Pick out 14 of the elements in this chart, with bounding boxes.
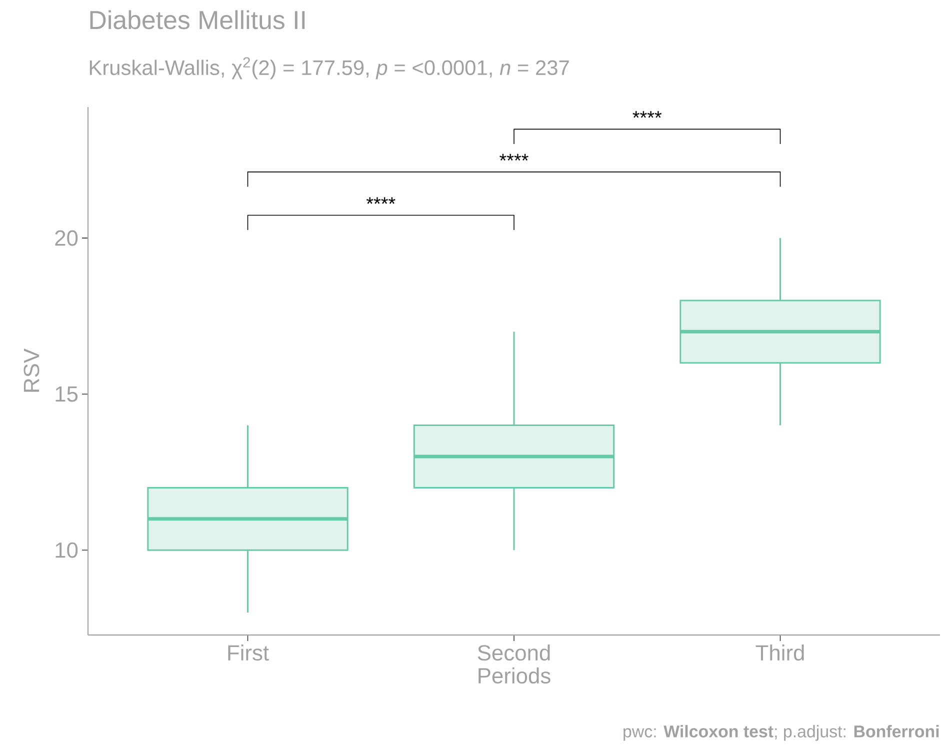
annotation: **** bbox=[500, 154, 528, 161]
x-axis-title: Periods bbox=[478, 667, 550, 684]
chart-title: Diabetes Mellitus II bbox=[90, 10, 305, 30]
y-tick-label: 20 bbox=[55, 230, 78, 246]
y-axis-title: RSV bbox=[24, 348, 40, 392]
chart-subtitle: Kruskal-Wallis, χ$^{2}$(2) = 177.59, p = <0.0001, n = 237 bbox=[90, 57, 569, 80]
annotation: **** bbox=[632, 111, 662, 118]
text: pwc: Wilcoxon test; p.adjust: Bonferroni bbox=[624, 725, 939, 741]
x-tick-label: Third bbox=[756, 644, 804, 661]
x-tick-label: Second bbox=[478, 644, 550, 661]
x-tick-label: First bbox=[228, 644, 269, 661]
y-tick-label: 10 bbox=[56, 542, 78, 558]
y-tick-label: 15 bbox=[56, 386, 78, 402]
annotation: **** bbox=[366, 197, 396, 204]
